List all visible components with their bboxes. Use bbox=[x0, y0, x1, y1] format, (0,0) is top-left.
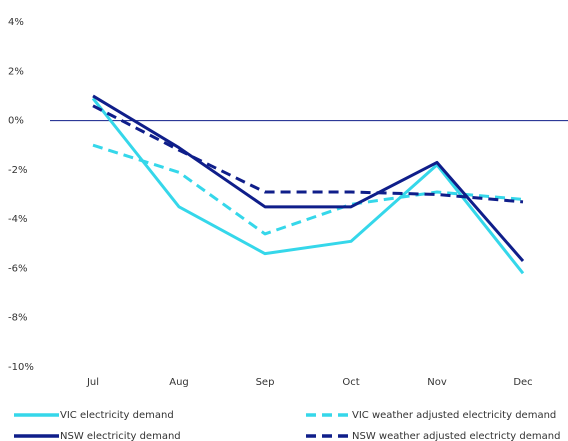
x-tick-label: Dec bbox=[513, 377, 532, 388]
y-tick-label: 2% bbox=[8, 66, 24, 77]
y-tick-label: -2% bbox=[8, 165, 27, 176]
x-tick-label: Jul bbox=[86, 377, 99, 388]
legend-label: VIC weather adjusted electricity demand bbox=[352, 410, 556, 421]
x-tick-label: Aug bbox=[169, 377, 189, 388]
x-tick-label: Oct bbox=[342, 377, 359, 388]
legend-label: VIC electricity demand bbox=[60, 410, 174, 421]
y-tick-label: 0% bbox=[8, 116, 24, 127]
y-tick-label: 4% bbox=[8, 17, 24, 28]
x-tick-label: Nov bbox=[427, 377, 447, 388]
legend-label: NSW weather adjusted electricty demand bbox=[352, 431, 560, 441]
y-tick-label: -10% bbox=[8, 362, 34, 373]
series-line bbox=[92, 94, 525, 263]
y-tick-label: -8% bbox=[8, 313, 27, 324]
y-tick-label: -4% bbox=[8, 214, 27, 225]
series-line bbox=[92, 104, 524, 204]
y-tick-label: -6% bbox=[8, 263, 27, 274]
legend-label: NSW electricity demand bbox=[60, 431, 181, 441]
series-line bbox=[92, 143, 524, 236]
x-tick-label: Sep bbox=[256, 377, 275, 388]
series-line bbox=[91, 97, 525, 275]
